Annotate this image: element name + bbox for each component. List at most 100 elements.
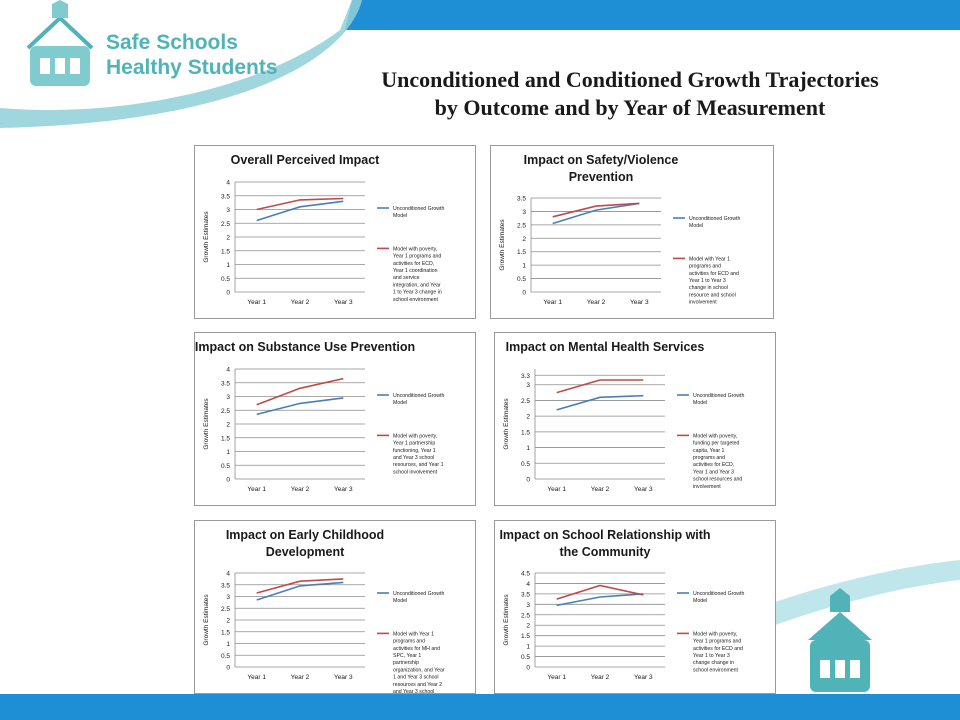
x-tick-label: Year 2 <box>591 486 610 493</box>
y-tick-label: 0.5 <box>521 461 530 468</box>
y-tick-label: 3 <box>226 207 230 214</box>
y-tick-label: 0.5 <box>517 276 526 283</box>
y-tick-label: 0.5 <box>221 463 230 470</box>
series-line-2 <box>256 578 344 594</box>
y-tick-label: 1.5 <box>221 435 230 442</box>
y-tick-label: 3.5 <box>521 591 530 598</box>
x-tick-label: Year 2 <box>591 674 610 681</box>
y-tick-label: 1 <box>526 445 530 452</box>
y-tick-label: 4 <box>226 367 230 374</box>
chart-title: Overall Perceived Impact <box>231 153 381 167</box>
series-line-2 <box>256 377 344 406</box>
y-tick-label: 2.5 <box>517 222 526 229</box>
legend-label: Unconditioned Growth Model <box>393 591 444 604</box>
chart-title: Impact on Mental Health Services <box>506 340 705 354</box>
series-line-1 <box>556 593 644 607</box>
y-tick-label: 0 <box>226 665 230 672</box>
chart-title: Development <box>266 545 345 559</box>
x-tick-label: Year 3 <box>334 299 353 306</box>
y-tick-label: 4 <box>226 571 230 578</box>
legend-label: Unconditioned Growth Model <box>393 206 444 219</box>
y-tick-label: 2 <box>522 236 526 243</box>
top-swoosh <box>0 0 362 128</box>
y-tick-label: 4.5 <box>521 571 530 578</box>
legend-label: Model with Year 1 programs and activities … <box>393 631 445 693</box>
y-tick-label: 3 <box>226 394 230 401</box>
legend-label: Model with poverty, funding per targeted c… <box>693 433 742 489</box>
y-tick-label: 1.5 <box>521 633 530 640</box>
y-tick-label: 3 <box>526 382 530 389</box>
logo-text-line2: Healthy Students <box>106 56 278 79</box>
y-tick-label: 3 <box>226 594 230 601</box>
x-tick-label: Year 3 <box>634 486 653 493</box>
y-tick-label: 0.5 <box>221 653 230 660</box>
series-line-1 <box>256 397 344 416</box>
x-tick-label: Year 2 <box>587 299 606 306</box>
y-tick-label: 0.5 <box>221 276 230 283</box>
y-axis-label: Growth Estimates <box>203 594 210 646</box>
series-line-1 <box>256 581 344 601</box>
chart-title: Impact on Safety/Violence <box>524 153 679 167</box>
series-line-1 <box>256 200 344 222</box>
top-banner <box>345 0 960 30</box>
legend-label: Model with poverty, Year 1 programs and ac… <box>393 246 442 302</box>
y-tick-label: 1 <box>226 262 230 269</box>
y-axis-label: Growth Estimates <box>499 219 506 271</box>
chart-safety-violence-prevention: Impact on Safety/Violence Prevention 0 0.5 1… <box>490 145 774 319</box>
y-tick-label: 1.5 <box>221 248 230 255</box>
y-tick-label: 2 <box>226 235 230 242</box>
y-tick-label: 0 <box>526 477 530 484</box>
y-tick-label: 2 <box>226 618 230 625</box>
chart-title: Prevention <box>569 170 634 184</box>
slide-title-line2: by Outcome and by Year of Measurement <box>434 95 826 120</box>
x-tick-label: Year 1 <box>247 486 266 493</box>
chart-title: Impact on Early Childhood <box>226 528 384 542</box>
series-line-2 <box>556 584 644 600</box>
chart-substance-use-prevention: Impact on Substance Use Prevention 0 0.5 1 1… <box>194 332 476 506</box>
y-tick-label: 2.5 <box>221 408 230 415</box>
y-tick-label: 3.5 <box>221 582 230 589</box>
x-tick-label: Year 3 <box>334 486 353 493</box>
legend-label: Unconditioned Growth Model <box>693 393 744 406</box>
bottom-banner <box>0 694 960 720</box>
x-tick-label: Year 1 <box>547 674 566 681</box>
y-tick-label: 0.5 <box>521 654 530 661</box>
y-tick-label: 0 <box>226 477 230 484</box>
y-tick-label: 3.5 <box>517 196 526 203</box>
series-line-2 <box>552 202 640 218</box>
y-tick-label: 3.5 <box>221 193 230 200</box>
y-axis-label: Growth Estimates <box>203 398 210 450</box>
chart-school-relationship-community: Impact on School Relationship with the Co… <box>494 520 776 694</box>
x-tick-label: Year 2 <box>291 674 310 681</box>
series-line-1 <box>556 394 644 411</box>
slide-title-line1: Unconditioned and Conditioned Growth Tra… <box>381 67 879 92</box>
y-tick-label: 1 <box>526 644 530 651</box>
y-tick-label: 2.5 <box>521 398 530 405</box>
x-tick-label: Year 2 <box>291 299 310 306</box>
y-tick-label: 2 <box>226 422 230 429</box>
y-tick-label: 2 <box>526 414 530 421</box>
y-tick-label: 0 <box>522 290 526 297</box>
schoolhouse-decoration-icon <box>808 588 872 692</box>
y-axis-label: Growth Estimates <box>503 594 510 646</box>
x-tick-label: Year 3 <box>634 674 653 681</box>
legend-label: Unconditioned Growth Model <box>689 216 740 229</box>
y-axis-label: Growth Estimates <box>503 398 510 450</box>
y-tick-label: 2.5 <box>221 221 230 228</box>
y-tick-label: 1 <box>522 263 526 270</box>
series-line-1 <box>552 202 640 225</box>
chart-title: the Community <box>560 545 651 559</box>
y-axis-label: Growth Estimates <box>203 211 210 263</box>
chart-title: Impact on School Relationship with <box>499 528 710 542</box>
legend-label: Unconditioned Growth Model <box>693 591 744 604</box>
x-tick-label: Year 3 <box>334 674 353 681</box>
series-line-2 <box>256 197 344 211</box>
chart-title: Impact on Substance Use Prevention <box>195 340 415 354</box>
y-tick-label: 1 <box>226 449 230 456</box>
x-tick-label: Year 1 <box>247 299 266 306</box>
chart-early-childhood-development: Impact on Early Childhood Development 0 0.5… <box>194 520 476 694</box>
x-tick-label: Year 1 <box>543 299 562 306</box>
chart-overall-perceived-impact: Overall Perceived Impact 0 0.5 1 1.5 2 2.5 3 3.5… <box>194 145 476 319</box>
legend-label: Model with Year 1 programs and activities … <box>689 256 739 305</box>
